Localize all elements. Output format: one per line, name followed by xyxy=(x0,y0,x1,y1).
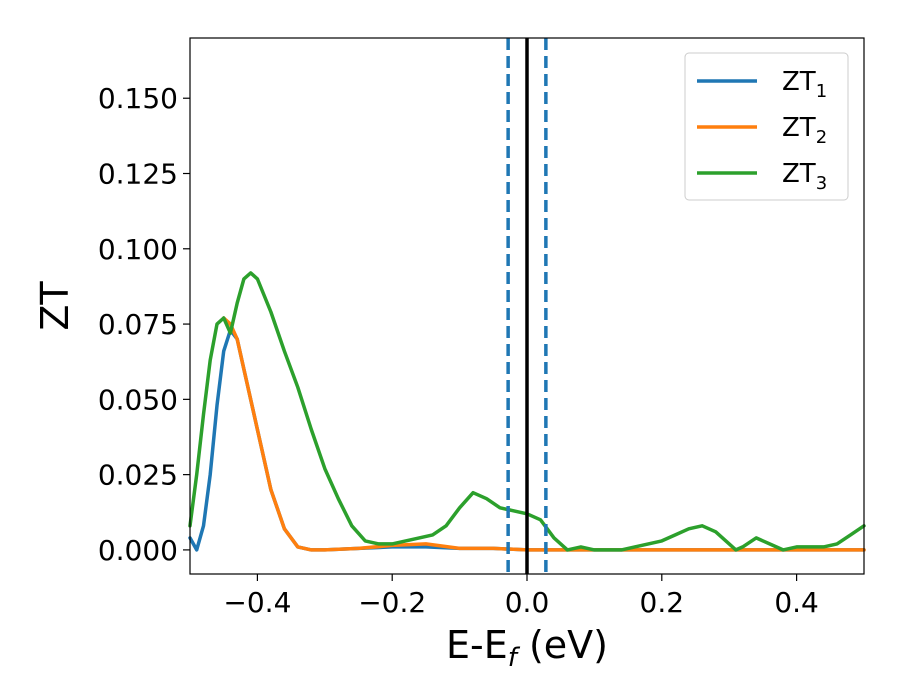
legend-box xyxy=(684,52,849,201)
x-axis-label-main: E-E xyxy=(446,623,508,667)
x-axis-label-unit: (eV) xyxy=(517,623,608,667)
series-lines xyxy=(188,271,866,552)
y-tick-label: 0.050 xyxy=(98,383,178,416)
legend-label-zt3: ZT3 xyxy=(782,159,827,194)
x-axis-label: E-Ef (eV) xyxy=(446,623,608,673)
x-tick-label: 0.4 xyxy=(774,586,819,619)
legend: ZT1 ZT2 ZT3 xyxy=(684,52,849,201)
series-line-zt2 xyxy=(221,316,866,552)
reference-lines xyxy=(506,38,548,574)
x-tick-label: −0.4 xyxy=(223,586,291,619)
x-tick-label: 0.2 xyxy=(640,586,685,619)
series-line-zt3 xyxy=(188,271,866,552)
y-tick-label: 0.100 xyxy=(98,233,178,266)
y-tick-label: 0.075 xyxy=(98,308,178,341)
y-tick-label: 0.025 xyxy=(98,459,178,492)
y-axis-label: ZT xyxy=(33,281,77,331)
y-tick-label: 0.125 xyxy=(98,158,178,191)
y-tick-label: 0.150 xyxy=(98,82,178,115)
legend-entry-2: ZT2 xyxy=(697,113,827,148)
y-axis-ticks: 0.000 0.025 0.050 0.075 0.100 0.125 0.150 xyxy=(98,82,190,567)
legend-label-zt2: ZT2 xyxy=(782,113,827,148)
x-tick-label: 0.0 xyxy=(505,586,550,619)
x-axis-ticks: −0.4 −0.2 0.0 0.2 0.4 xyxy=(223,574,819,619)
y-tick-label: 0.000 xyxy=(98,534,178,567)
legend-label-zt1: ZT1 xyxy=(782,67,827,102)
legend-entry-1: ZT1 xyxy=(697,67,827,102)
x-tick-label: −0.2 xyxy=(358,586,426,619)
legend-entry-3: ZT3 xyxy=(697,159,827,194)
